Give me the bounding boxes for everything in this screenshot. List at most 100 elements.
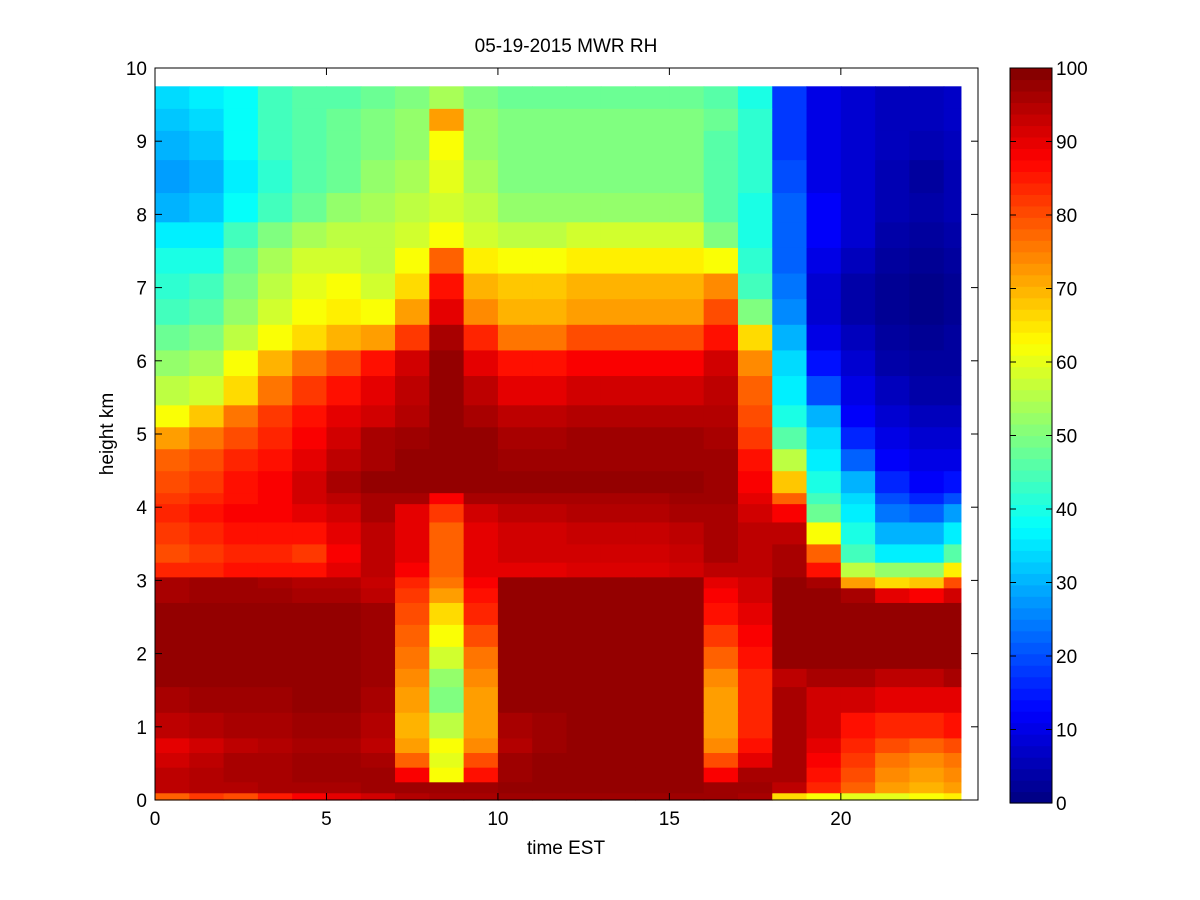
heatmap-cell: [600, 543, 636, 563]
heatmap-cell: [669, 247, 705, 274]
heatmap-cell: [737, 576, 773, 589]
heatmap-cell: [875, 192, 911, 223]
heatmap-cell: [429, 686, 465, 713]
heatmap-cell: [737, 404, 773, 428]
heatmap-cell: [635, 602, 670, 625]
heatmap-cell: [840, 781, 876, 794]
heatmap-cell: [772, 503, 808, 523]
heatmap-cell: [635, 108, 670, 131]
heatmap-cell: [326, 752, 362, 768]
heatmap-cell: [943, 737, 962, 754]
colorbar-segment: [1010, 458, 1052, 471]
colorbar-segment: [1010, 68, 1052, 81]
heatmap-cell: [600, 767, 636, 783]
heatmap-cell: [155, 192, 190, 223]
heatmap-cell: [429, 448, 465, 472]
colorbar-segment: [1010, 297, 1052, 310]
heatmap-cell: [635, 587, 670, 603]
colorbar-segment: [1010, 309, 1052, 322]
heatmap-cell: [669, 781, 705, 794]
heatmap-cell: [257, 686, 293, 713]
heatmap-cell: [840, 426, 876, 450]
heatmap-cell: [463, 86, 499, 109]
heatmap-cell: [155, 130, 190, 161]
heatmap-cell: [463, 521, 499, 545]
heatmap-cell: [669, 375, 705, 406]
colorbar-segment: [1010, 320, 1052, 333]
heatmap-cell: [497, 503, 533, 523]
heatmap-cell: [429, 86, 465, 109]
heatmap-cell: [326, 712, 362, 739]
y-tick-label: 2: [136, 645, 147, 666]
heatmap-cell: [257, 503, 293, 523]
heatmap-cell: [840, 324, 876, 351]
heatmap-cell: [669, 521, 705, 545]
heatmap-cell: [189, 624, 225, 647]
heatmap-cell: [635, 192, 670, 223]
heatmap-cell: [737, 646, 773, 669]
x-tick-label: 15: [659, 809, 680, 830]
heatmap-cell: [395, 712, 430, 739]
heatmap-cell: [875, 324, 911, 351]
x-tick-label: 20: [830, 809, 851, 830]
heatmap-cell: [703, 324, 739, 351]
heatmap-cell: [875, 159, 911, 194]
heatmap-cell: [257, 737, 293, 754]
colorbar-segment: [1010, 136, 1052, 149]
heatmap-cell: [635, 298, 670, 325]
heatmap-cell: [635, 646, 670, 669]
heatmap-cell: [189, 492, 225, 505]
heatmap-cell: [395, 562, 430, 578]
heatmap-cells: [155, 86, 962, 801]
heatmap-cell: [669, 492, 705, 505]
heatmap-cell: [635, 470, 670, 494]
heatmap-cell: [532, 737, 568, 754]
heatmap-cell: [840, 562, 876, 578]
heatmap-cell: [806, 587, 842, 603]
heatmap-cell: [875, 108, 911, 131]
x-tick-label: 10: [487, 809, 508, 830]
heatmap-cell: [360, 587, 396, 603]
heatmap-cell: [943, 792, 962, 801]
heatmap-cell: [806, 404, 842, 428]
heatmap-cell: [943, 448, 962, 472]
heatmap-cell: [463, 792, 499, 801]
heatmap-cell: [600, 587, 636, 603]
heatmap-cell: [292, 686, 328, 713]
heatmap-cell: [155, 272, 190, 300]
colorbar-segment: [1010, 194, 1052, 207]
heatmap-cell: [909, 426, 945, 450]
heatmap-cell: [943, 767, 962, 783]
heatmap-cell: [360, 404, 396, 428]
heatmap-cell: [497, 375, 533, 406]
heatmap-cell: [326, 668, 362, 688]
colorbar-tick-label: 100: [1056, 59, 1088, 80]
heatmap-cell: [600, 686, 636, 713]
heatmap-cell: [875, 562, 911, 578]
heatmap-cell: [463, 272, 499, 300]
heatmap-cell: [875, 752, 911, 768]
heatmap-cell: [909, 130, 945, 161]
heatmap-cell: [909, 108, 945, 131]
colorbar-segment: [1010, 607, 1052, 620]
heatmap-cell: [669, 686, 705, 713]
heatmap-cell: [257, 221, 293, 248]
heatmap-cell: [875, 272, 911, 300]
heatmap-cell: [772, 712, 808, 739]
heatmap-cell: [737, 349, 773, 377]
heatmap-cell: [463, 503, 499, 523]
colorbar-segment: [1010, 366, 1052, 379]
heatmap-cell: [395, 752, 430, 768]
colorbar-segment: [1010, 263, 1052, 276]
heatmap-cell: [257, 624, 293, 647]
colorbar: 0 10 20 30 40 50 60 70 80 90 100: [1009, 59, 1088, 815]
heatmap-cell: [497, 737, 533, 754]
heatmap-cell: [326, 324, 362, 351]
colorbar-tick-label: 20: [1056, 647, 1077, 668]
heatmap-cell: [155, 792, 190, 801]
heatmap-cell: [772, 767, 808, 783]
heatmap-cell: [909, 737, 945, 754]
heatmap-cell: [875, 712, 911, 739]
colorbar-segment: [1010, 688, 1052, 701]
colorbar-segment: [1010, 401, 1052, 414]
